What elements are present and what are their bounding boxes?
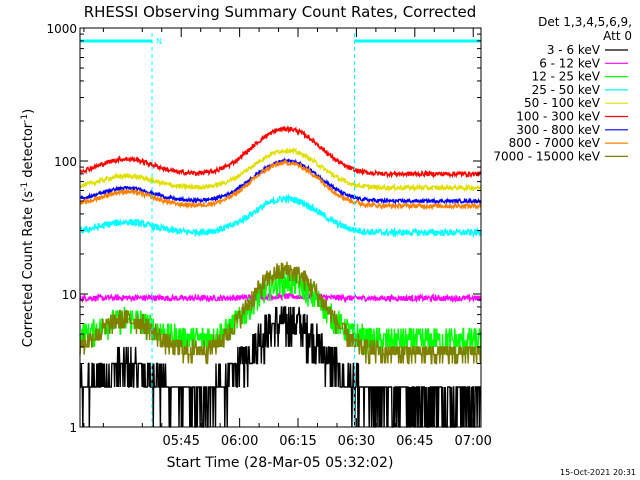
series-line bbox=[79, 261, 482, 365]
x-tick-label: 06:15 bbox=[279, 434, 316, 449]
series-line bbox=[79, 157, 482, 206]
night-marker: N bbox=[156, 37, 162, 46]
y-tick-label: 1000 bbox=[46, 22, 77, 36]
y-axis-label: Corrected Count Rate (s-1 detector-1) bbox=[20, 109, 36, 347]
series-line bbox=[79, 158, 482, 211]
legend-header-line-1: Det 1,3,4,5,6,9, bbox=[538, 15, 632, 29]
series-line bbox=[79, 125, 482, 179]
x-tick-label: 06:00 bbox=[221, 434, 258, 449]
x-tick-label: 07:00 bbox=[454, 434, 491, 449]
legend-label: 800 - 7000 keV bbox=[509, 136, 601, 150]
y-tick-label: 100 bbox=[54, 155, 77, 169]
series-line bbox=[79, 193, 482, 239]
series-line bbox=[79, 146, 482, 193]
plot-frame bbox=[79, 27, 482, 428]
axes: 1 10 100 1000 05:45 06:00 06:15 06:30 06:45 07:00 bbox=[46, 22, 491, 449]
legend-label: 12 - 25 keV bbox=[532, 70, 601, 84]
chart-title: RHESSI Observing Summary Count Rates, Co… bbox=[84, 3, 477, 21]
y-tick-label: 10 bbox=[62, 288, 77, 302]
timestamp: 15-Oct-2021 20:31 bbox=[560, 468, 636, 477]
legend-label: 7000 - 15000 keV bbox=[493, 149, 600, 163]
series-line bbox=[79, 291, 482, 304]
x-tick-label: 05:45 bbox=[162, 434, 199, 449]
legend-label: 6 - 12 keV bbox=[539, 56, 601, 70]
series-line bbox=[80, 306, 481, 428]
legend-label: 25 - 50 keV bbox=[532, 83, 601, 97]
legend-header-line-2: Att 0 bbox=[603, 29, 632, 43]
legend-label: 50 - 100 keV bbox=[524, 96, 601, 110]
y-tick-label: 1 bbox=[69, 421, 77, 435]
x-axis-label: Start Time (28-Mar-05 05:32:02) bbox=[167, 455, 394, 471]
x-tick-label: 06:30 bbox=[338, 434, 375, 449]
legend-label: 100 - 300 keV bbox=[516, 110, 600, 124]
legend-label: 300 - 800 keV bbox=[516, 123, 600, 137]
x-tick-label: 06:45 bbox=[396, 434, 433, 449]
legend-label: 3 - 6 keV bbox=[547, 43, 601, 57]
